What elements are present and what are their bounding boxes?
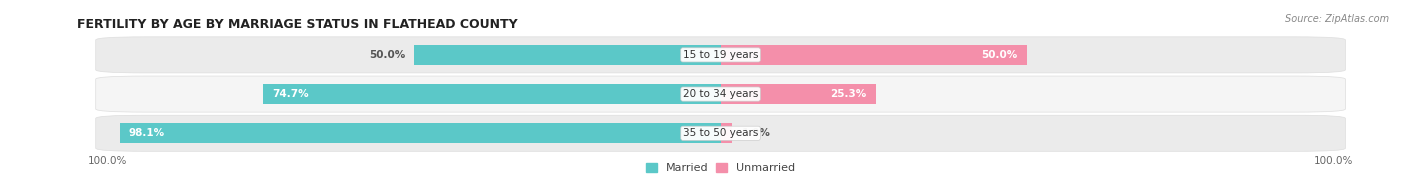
- Legend: Married, Unmarried: Married, Unmarried: [647, 163, 794, 173]
- FancyBboxPatch shape: [96, 37, 1346, 73]
- Text: 50.0%: 50.0%: [981, 50, 1018, 60]
- Text: 1.9%: 1.9%: [741, 128, 770, 138]
- Text: 74.7%: 74.7%: [273, 89, 309, 99]
- FancyBboxPatch shape: [96, 76, 1346, 112]
- Text: 25.3%: 25.3%: [830, 89, 866, 99]
- Text: Source: ZipAtlas.com: Source: ZipAtlas.com: [1285, 14, 1389, 24]
- Text: 98.1%: 98.1%: [129, 128, 165, 138]
- Bar: [263, 84, 721, 104]
- Bar: [415, 45, 721, 65]
- Bar: [721, 123, 733, 143]
- Text: FERTILITY BY AGE BY MARRIAGE STATUS IN FLATHEAD COUNTY: FERTILITY BY AGE BY MARRIAGE STATUS IN F…: [77, 18, 517, 31]
- Text: 50.0%: 50.0%: [368, 50, 405, 60]
- Text: 20 to 34 years: 20 to 34 years: [683, 89, 758, 99]
- Text: 35 to 50 years: 35 to 50 years: [683, 128, 758, 138]
- Bar: [721, 45, 1026, 65]
- Bar: [120, 123, 721, 143]
- FancyBboxPatch shape: [96, 115, 1346, 151]
- Bar: [721, 84, 876, 104]
- Text: 15 to 19 years: 15 to 19 years: [683, 50, 758, 60]
